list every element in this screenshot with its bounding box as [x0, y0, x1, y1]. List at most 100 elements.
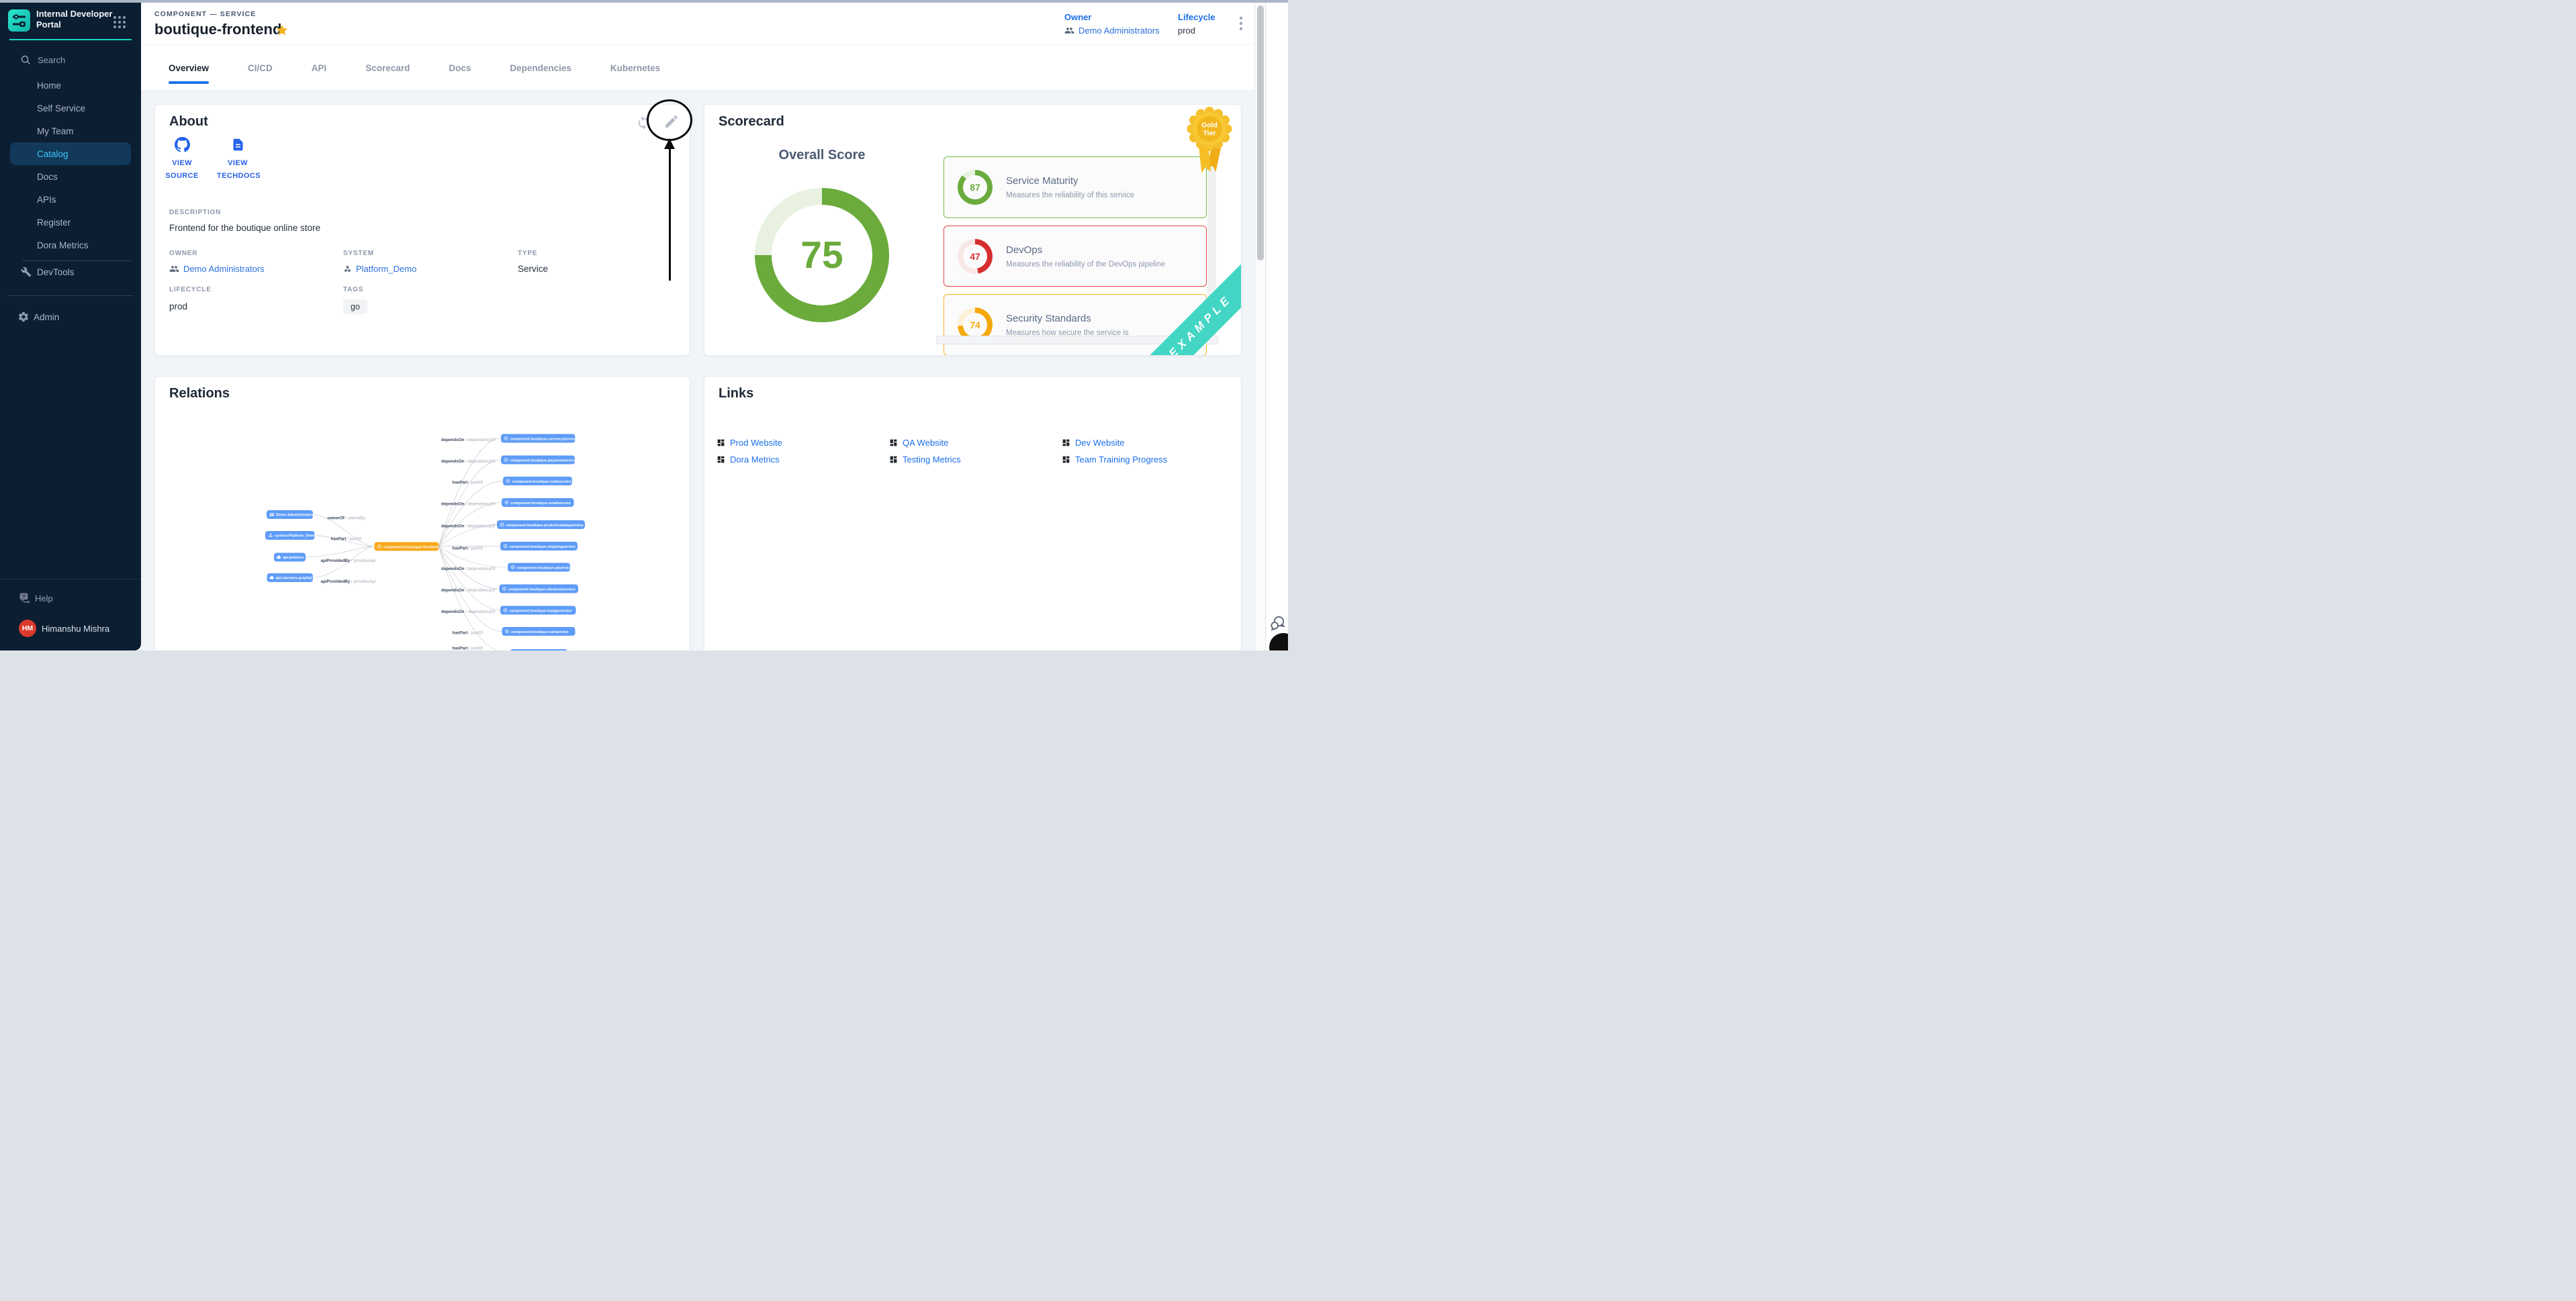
lifecycle-meta: Lifecycle prod [1178, 12, 1215, 36]
sidebar-item-admin[interactable]: Admin [0, 307, 141, 327]
sidebar-item-apis[interactable]: APIs [0, 188, 141, 211]
scorecard-item-name: Service Maturity [1006, 175, 1134, 187]
sidebar-item-home[interactable]: Home [0, 74, 141, 97]
svg-text:hasPart / partOf: hasPart / partOf [453, 481, 484, 485]
floating-action-button[interactable] [1269, 633, 1288, 650]
relation-node[interactable]: component:boutique-cartservice [502, 627, 576, 636]
link-team-training-progress[interactable]: Team Training Progress [1062, 454, 1234, 465]
system-field: SYSTEM Platform_Demo [343, 250, 416, 274]
sidebar-item-devtools[interactable]: DevTools [0, 262, 141, 282]
svg-text:api:petstore: api:petstore [283, 556, 304, 560]
relation-node[interactable]: component:boutique-paymentservice [501, 456, 576, 465]
relation-node-boutique-frontend[interactable]: component:boutique-frontend [375, 542, 439, 551]
svg-text:hasPart / partOf: hasPart / partOf [453, 631, 484, 636]
user-avatar[interactable]: HM [19, 620, 36, 637]
links-card-title: Links [719, 386, 753, 401]
owner-value-link[interactable]: Demo Administrators [1078, 26, 1160, 36]
sidebar-item-catalog[interactable]: Catalog [10, 142, 131, 165]
system-field-link[interactable]: Platform_Demo [343, 264, 416, 274]
relation-node-api-starwars-graphql[interactable]: api:starwars-graphql [267, 573, 314, 582]
relation-node[interactable]: component:boutique-loadgenerator [500, 606, 576, 615]
svg-text:apiProvidedBy / providesApi: apiProvidedBy / providesApi [321, 579, 376, 584]
page-scrollbar-thumb[interactable] [1257, 5, 1264, 260]
dashboard-icon [1062, 438, 1070, 447]
description-value: Frontend for the boutique online store [169, 223, 320, 233]
relation-node[interactable]: component:boutique-currencyservice [501, 434, 576, 443]
svg-text:system:Platform_Demo: system:Platform_Demo [275, 534, 316, 538]
system-field-label: SYSTEM [343, 250, 416, 257]
view-techdocs-line2: TECHDOCS [217, 170, 259, 183]
sidebar-nav: Home Self Service My Team Catalog Docs A… [0, 74, 141, 256]
relation-node[interactable]: component:boutique-adservice [508, 563, 571, 572]
sidebar-item-docs[interactable]: Docs [0, 165, 141, 188]
entity-header: COMPONENT — SERVICE boutique-frontend Ow… [141, 3, 1254, 91]
relation-node-system-platform-demo[interactable]: system:Platform_Demo [265, 531, 316, 540]
svg-text:Tier: Tier [1203, 130, 1215, 138]
relations-graph[interactable]: ownerOf / ownedBy hasPart / partOf apiPr… [155, 377, 690, 650]
breadcrumb[interactable]: COMPONENT — SERVICE [154, 10, 256, 18]
relation-node[interactable]: component:boutique-emailservice [502, 498, 574, 507]
admin-label: Admin [34, 312, 59, 322]
favorite-star-icon[interactable] [275, 23, 289, 37]
about-card-title: About [169, 114, 208, 130]
tab-kubernetes[interactable]: Kubernetes [591, 45, 680, 91]
techdocs-icon [231, 137, 245, 152]
relation-node-demo-administrators[interactable]: Demo Administrators [267, 510, 314, 519]
search-input[interactable]: Search [0, 52, 141, 70]
link-dora-metrics[interactable]: Dora Metrics [717, 454, 889, 465]
relation-node[interactable] [510, 649, 568, 650]
svg-text:dependsOn / dependencyOf: dependsOn / dependencyOf [441, 524, 496, 529]
chat-bubbles-icon[interactable] [1269, 615, 1286, 632]
overall-score-label: Overall Score [768, 148, 876, 163]
link-qa-website[interactable]: QA Website [889, 438, 1062, 448]
link-prod-website[interactable]: Prod Website [717, 438, 889, 448]
wrench-icon [21, 267, 32, 277]
tab-dependencies[interactable]: Dependencies [490, 45, 591, 91]
link-testing-metrics[interactable]: Testing Metrics [889, 454, 1062, 465]
sidebar-item-self-service[interactable]: Self Service [0, 97, 141, 119]
svg-text:component:boutique-productcata: component:boutique-productcatalogservice [506, 524, 584, 528]
window-top-strip [0, 0, 1288, 3]
search-placeholder: Search [38, 55, 65, 65]
scorecard-card: Scorecard Overall Score 75 87 Service Ma… [704, 104, 1242, 356]
relation-node[interactable]: component:boutique-shippingservice [500, 542, 578, 550]
description-label: DESCRIPTION [169, 209, 320, 216]
relation-node[interactable]: component:boutique-checkoutservice [500, 585, 579, 593]
sidebar-item-dora-metrics[interactable]: Dora Metrics [0, 234, 141, 256]
sidebar-item-my-team[interactable]: My Team [0, 119, 141, 142]
view-techdocs-button[interactable]: VIEW TECHDOCS [217, 137, 259, 183]
tab-cicd[interactable]: CI/CD [228, 45, 292, 91]
lifecycle-value: prod [1178, 26, 1215, 36]
tab-api[interactable]: API [292, 45, 347, 91]
group-icon [169, 264, 179, 274]
user-name[interactable]: Himanshu Mishra [42, 624, 109, 634]
link-dev-website[interactable]: Dev Website [1062, 438, 1234, 448]
scorecard-item-desc: Measures the reliability of the DevOps p… [1006, 260, 1165, 269]
tag-chip[interactable]: go [343, 299, 367, 314]
sidebar-item-register[interactable]: Register [0, 211, 141, 234]
gold-tier-badge: Gold Tier [1185, 106, 1234, 176]
tab-docs[interactable]: Docs [429, 45, 490, 91]
view-source-button[interactable]: VIEW SOURCE [165, 137, 199, 183]
description-field: DESCRIPTION Frontend for the boutique on… [169, 209, 320, 233]
type-field-label: TYPE [518, 250, 548, 257]
svg-text:component:boutique-currencyser: component:boutique-currencyservice [510, 437, 577, 441]
scorecard-item-service-maturity[interactable]: 87 Service Maturity Measures the reliabi… [944, 156, 1207, 218]
tab-scorecard[interactable]: Scorecard [346, 45, 429, 91]
tab-overview[interactable]: Overview [149, 45, 228, 91]
relation-node[interactable]: component:boutique-productcatalogservice [497, 520, 585, 529]
svg-text:component:boutique-loadgenerat: component:boutique-loadgenerator [510, 609, 573, 613]
lifecycle-field-value: prod [169, 301, 212, 311]
owner-field-link[interactable]: Demo Administrators [169, 264, 265, 274]
relations-card-title: Relations [169, 386, 230, 401]
page-scrollbar-track[interactable] [1254, 3, 1266, 650]
sidebar-item-help[interactable]: ? Help [0, 588, 141, 608]
brand-logo-icon[interactable] [8, 9, 30, 32]
apps-grid-icon[interactable] [113, 15, 126, 29]
more-options-kebab-icon[interactable] [1234, 15, 1248, 34]
relation-node[interactable]: component:boutique-redisservice [503, 477, 572, 485]
view-source-line2: SOURCE [165, 170, 199, 183]
relation-node-api-petstore[interactable]: api:petstore [274, 553, 306, 562]
svg-text:hasPart / partOf: hasPart / partOf [331, 537, 362, 542]
scorecard-item-devops[interactable]: 47 DevOps Measures the reliability of th… [944, 226, 1207, 287]
